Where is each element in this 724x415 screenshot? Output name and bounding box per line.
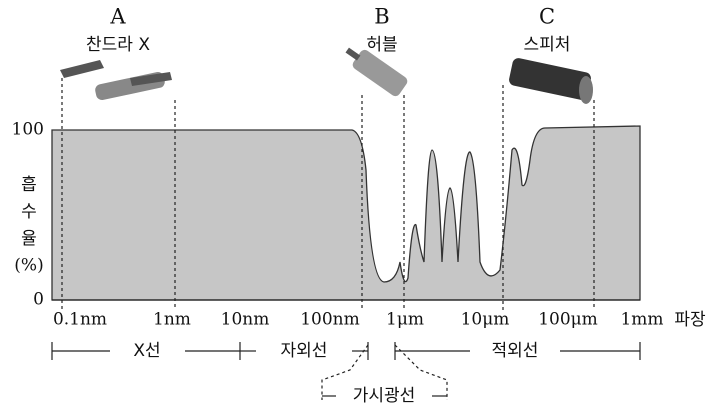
y-label: (%) <box>14 256 43 276</box>
telescope-letter: C <box>539 5 555 29</box>
y-label: 수 <box>21 202 37 222</box>
telescope-name: 허블 <box>366 35 397 55</box>
spitzer-icon <box>509 58 593 104</box>
x-tick-label: 100nm <box>300 310 360 330</box>
band-label: X선 <box>133 341 160 361</box>
y-label: 율 <box>21 229 37 249</box>
band-brackets <box>51 342 641 400</box>
x-tick-label: 100μm <box>538 310 598 330</box>
x-tick-label: 1μm <box>386 310 424 330</box>
telescope-name: 스피처 <box>524 35 571 55</box>
range-lines <box>61 78 595 310</box>
telescope-letter: A <box>109 5 126 29</box>
absorption-curve <box>51 125 641 301</box>
y-label: 흡 <box>21 175 37 195</box>
x-tick-label: 0.1nm <box>53 310 107 330</box>
band-label: 자외선 <box>281 341 328 361</box>
telescope-name: 찬드라 X <box>86 35 150 55</box>
x-tick-label: 1nm <box>153 310 191 330</box>
hubble-icon <box>345 47 408 97</box>
x-axis-label: 파장 <box>674 310 706 330</box>
y-tick-label: 0 <box>33 290 44 310</box>
band-label: 가시광선 <box>353 386 416 406</box>
x-tick-label: 10nm <box>221 310 270 330</box>
x-tick-label: 10μm <box>461 310 510 330</box>
chandra-icon <box>60 60 172 100</box>
band-label: 적외선 <box>492 341 539 361</box>
y-tick-label: 100 <box>12 120 44 140</box>
telescope-letter: B <box>374 5 389 29</box>
x-tick-label: 1mm <box>620 310 663 330</box>
